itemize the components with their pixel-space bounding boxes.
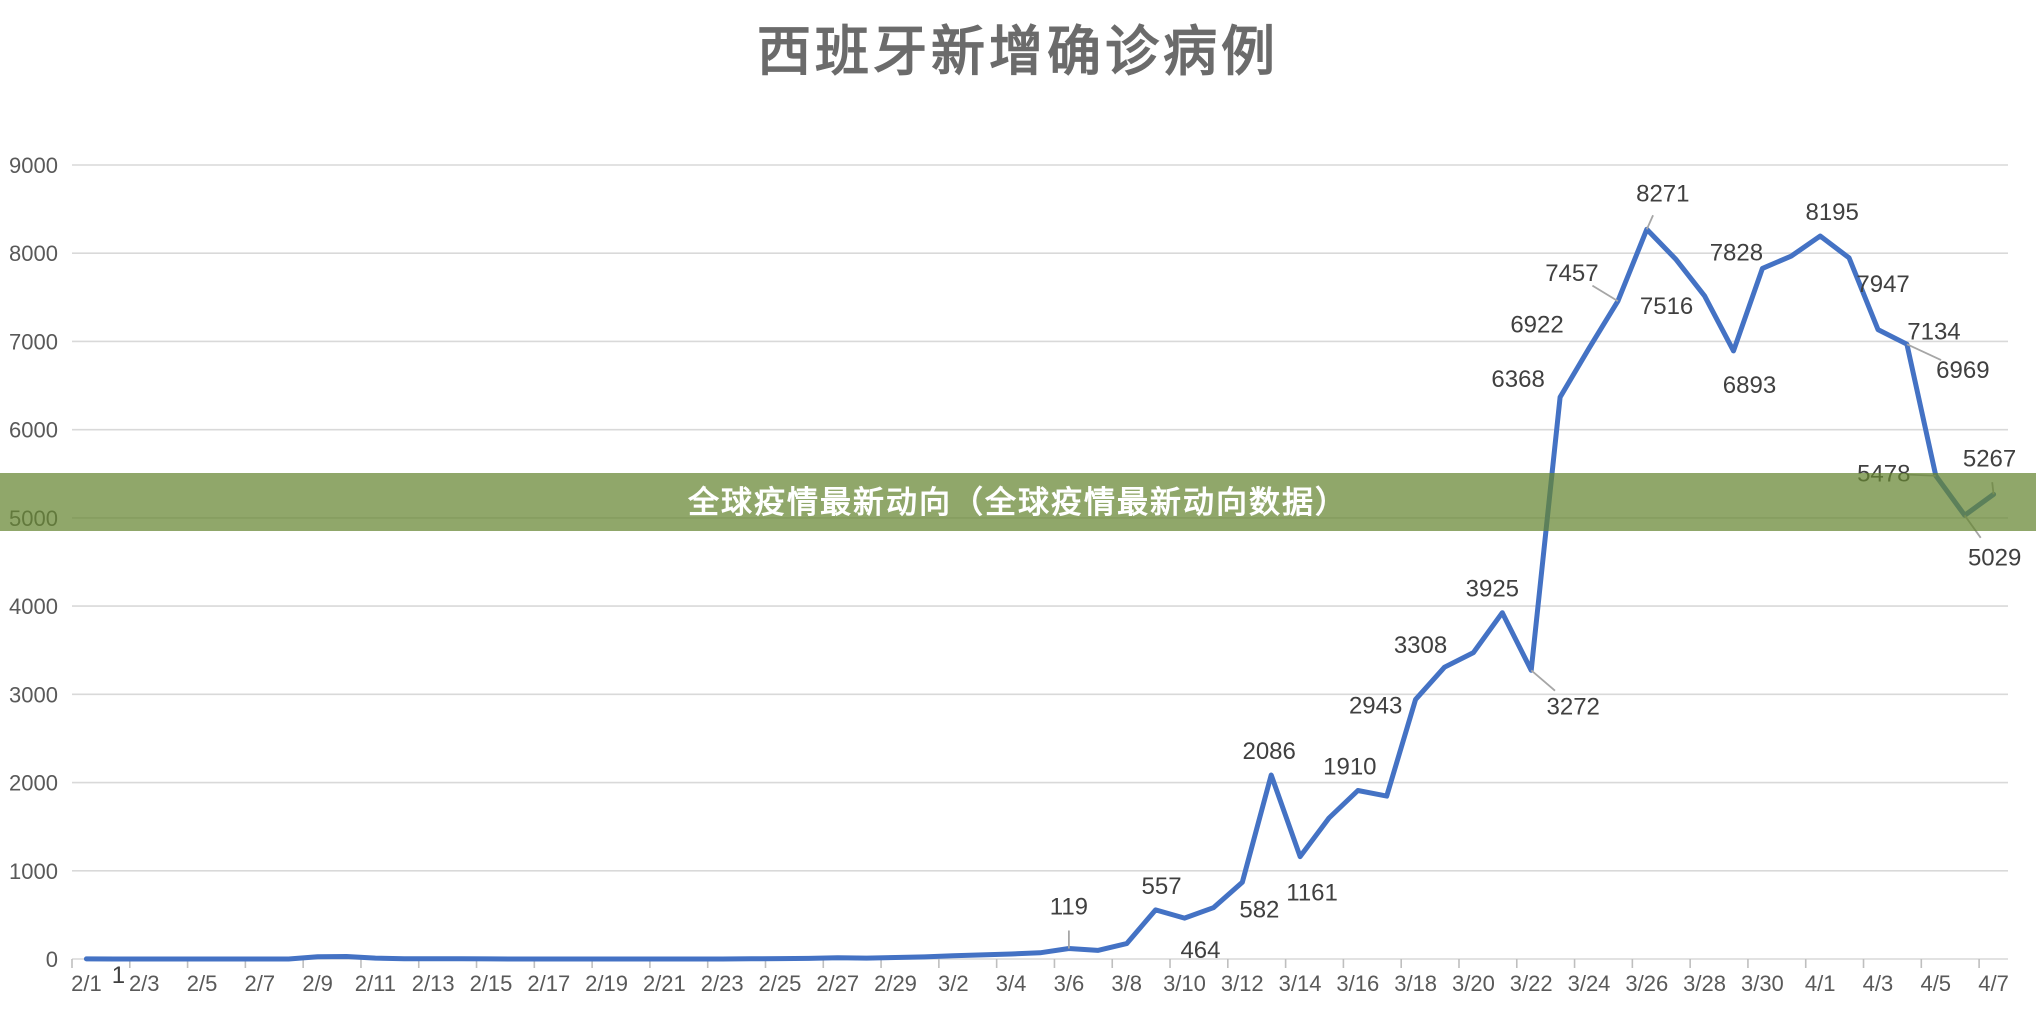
x-axis-label: 2/15 <box>470 971 513 996</box>
data-label: 464 <box>1180 937 1220 964</box>
data-label: 7457 <box>1545 260 1598 287</box>
x-axis-label: 2/29 <box>874 971 917 996</box>
gridline-layer <box>72 164 2008 960</box>
label-leader-line <box>1645 214 1654 230</box>
x-axis-label: 2/17 <box>527 971 570 996</box>
x-axis-label: 3/12 <box>1221 971 1264 996</box>
y-axis-label: 8000 <box>9 241 58 266</box>
x-axis-label: 2/19 <box>585 971 628 996</box>
data-label: 557 <box>1142 873 1182 900</box>
data-label: 5029 <box>1968 544 2021 571</box>
x-axis-label: 3/24 <box>1568 971 1611 996</box>
data-label: 8271 <box>1636 180 1689 207</box>
x-axis-label: 2/7 <box>245 971 276 996</box>
banner-title: 全球疫情最新动向（全球疫情最新动向数据） <box>687 485 1348 520</box>
y-axis-label: 0 <box>46 947 58 972</box>
data-label: 1910 <box>1323 753 1376 780</box>
x-axis-label: 3/16 <box>1336 971 1379 996</box>
x-axis-label: 4/3 <box>1863 971 1894 996</box>
data-label: 8195 <box>1805 199 1858 226</box>
data-label: 582 <box>1239 897 1279 924</box>
data-label: 3925 <box>1466 576 1519 603</box>
data-label: 7947 <box>1856 271 1909 298</box>
data-label: 2943 <box>1349 692 1402 719</box>
x-axis-label: 3/30 <box>1741 971 1784 996</box>
y-axis-label: 1000 <box>9 859 58 884</box>
data-label: 6893 <box>1723 372 1776 399</box>
x-axis-label: 2/27 <box>816 971 859 996</box>
y-axis-label: 6000 <box>9 418 58 443</box>
x-axis-label: 4/5 <box>1920 971 1951 996</box>
data-label: 7828 <box>1710 239 1763 266</box>
data-label: 7134 <box>1907 319 1960 346</box>
data-label: 3308 <box>1394 632 1447 659</box>
data-label-layer: 1 119 557 464 582 2086 1161 1910 2943 3308 3925 327… <box>112 180 2022 989</box>
data-label: 119 <box>1050 894 1088 921</box>
x-axis-label: 4/1 <box>1805 971 1836 996</box>
x-axis-label: 3/4 <box>996 971 1027 996</box>
axis-layer: 01000200030004000500060007000800090002/1… <box>9 153 2009 996</box>
data-label: 2086 <box>1242 738 1295 765</box>
label-leader-line <box>1530 669 1556 692</box>
x-axis-label: 2/25 <box>759 971 802 996</box>
x-axis-label: 3/20 <box>1452 971 1495 996</box>
data-label: 1 <box>112 962 125 989</box>
y-axis-label: 3000 <box>9 682 58 707</box>
x-axis-label: 2/23 <box>701 971 744 996</box>
data-label: 3272 <box>1547 693 1600 720</box>
x-axis-label: 4/7 <box>1978 971 2009 996</box>
data-label: 5267 <box>1963 445 2016 472</box>
series-line <box>83 226 1997 962</box>
x-axis-label: 3/18 <box>1394 971 1437 996</box>
x-axis-label: 3/8 <box>1111 971 1142 996</box>
y-axis-label: 2000 <box>9 771 58 796</box>
x-axis-label: 2/11 <box>355 971 396 996</box>
data-label: 1161 <box>1286 880 1338 907</box>
data-label: 6922 <box>1510 311 1563 338</box>
data-label: 6368 <box>1491 366 1544 393</box>
label-leader-line <box>1591 284 1619 302</box>
y-axis-label: 7000 <box>9 329 58 354</box>
x-axis-label: 3/10 <box>1163 971 1206 996</box>
data-label: 6969 <box>1936 357 1989 384</box>
x-axis-label: 3/14 <box>1279 971 1322 996</box>
x-axis-label: 2/3 <box>129 971 160 996</box>
x-axis-label: 3/6 <box>1054 971 1085 996</box>
chart-title: 西班牙新增确诊病例 <box>757 19 1279 83</box>
x-axis-label: 2/9 <box>302 971 333 996</box>
x-axis-label: 2/1 <box>71 971 102 996</box>
x-axis-label: 3/28 <box>1683 971 1726 996</box>
x-axis-label: 2/5 <box>187 971 218 996</box>
data-label: 7516 <box>1640 293 1693 320</box>
x-axis-label: 2/21 <box>643 971 686 996</box>
y-axis-label: 4000 <box>9 594 58 619</box>
x-axis-label: 2/13 <box>412 971 455 996</box>
x-axis-label: 3/22 <box>1510 971 1553 996</box>
x-axis-label: 3/26 <box>1625 971 1668 996</box>
x-axis-label: 3/2 <box>938 971 969 996</box>
series-layer <box>83 226 1997 962</box>
banner-overlay <box>0 473 2036 531</box>
y-axis-label: 9000 <box>9 153 58 178</box>
label-leader-line <box>1906 343 1942 361</box>
